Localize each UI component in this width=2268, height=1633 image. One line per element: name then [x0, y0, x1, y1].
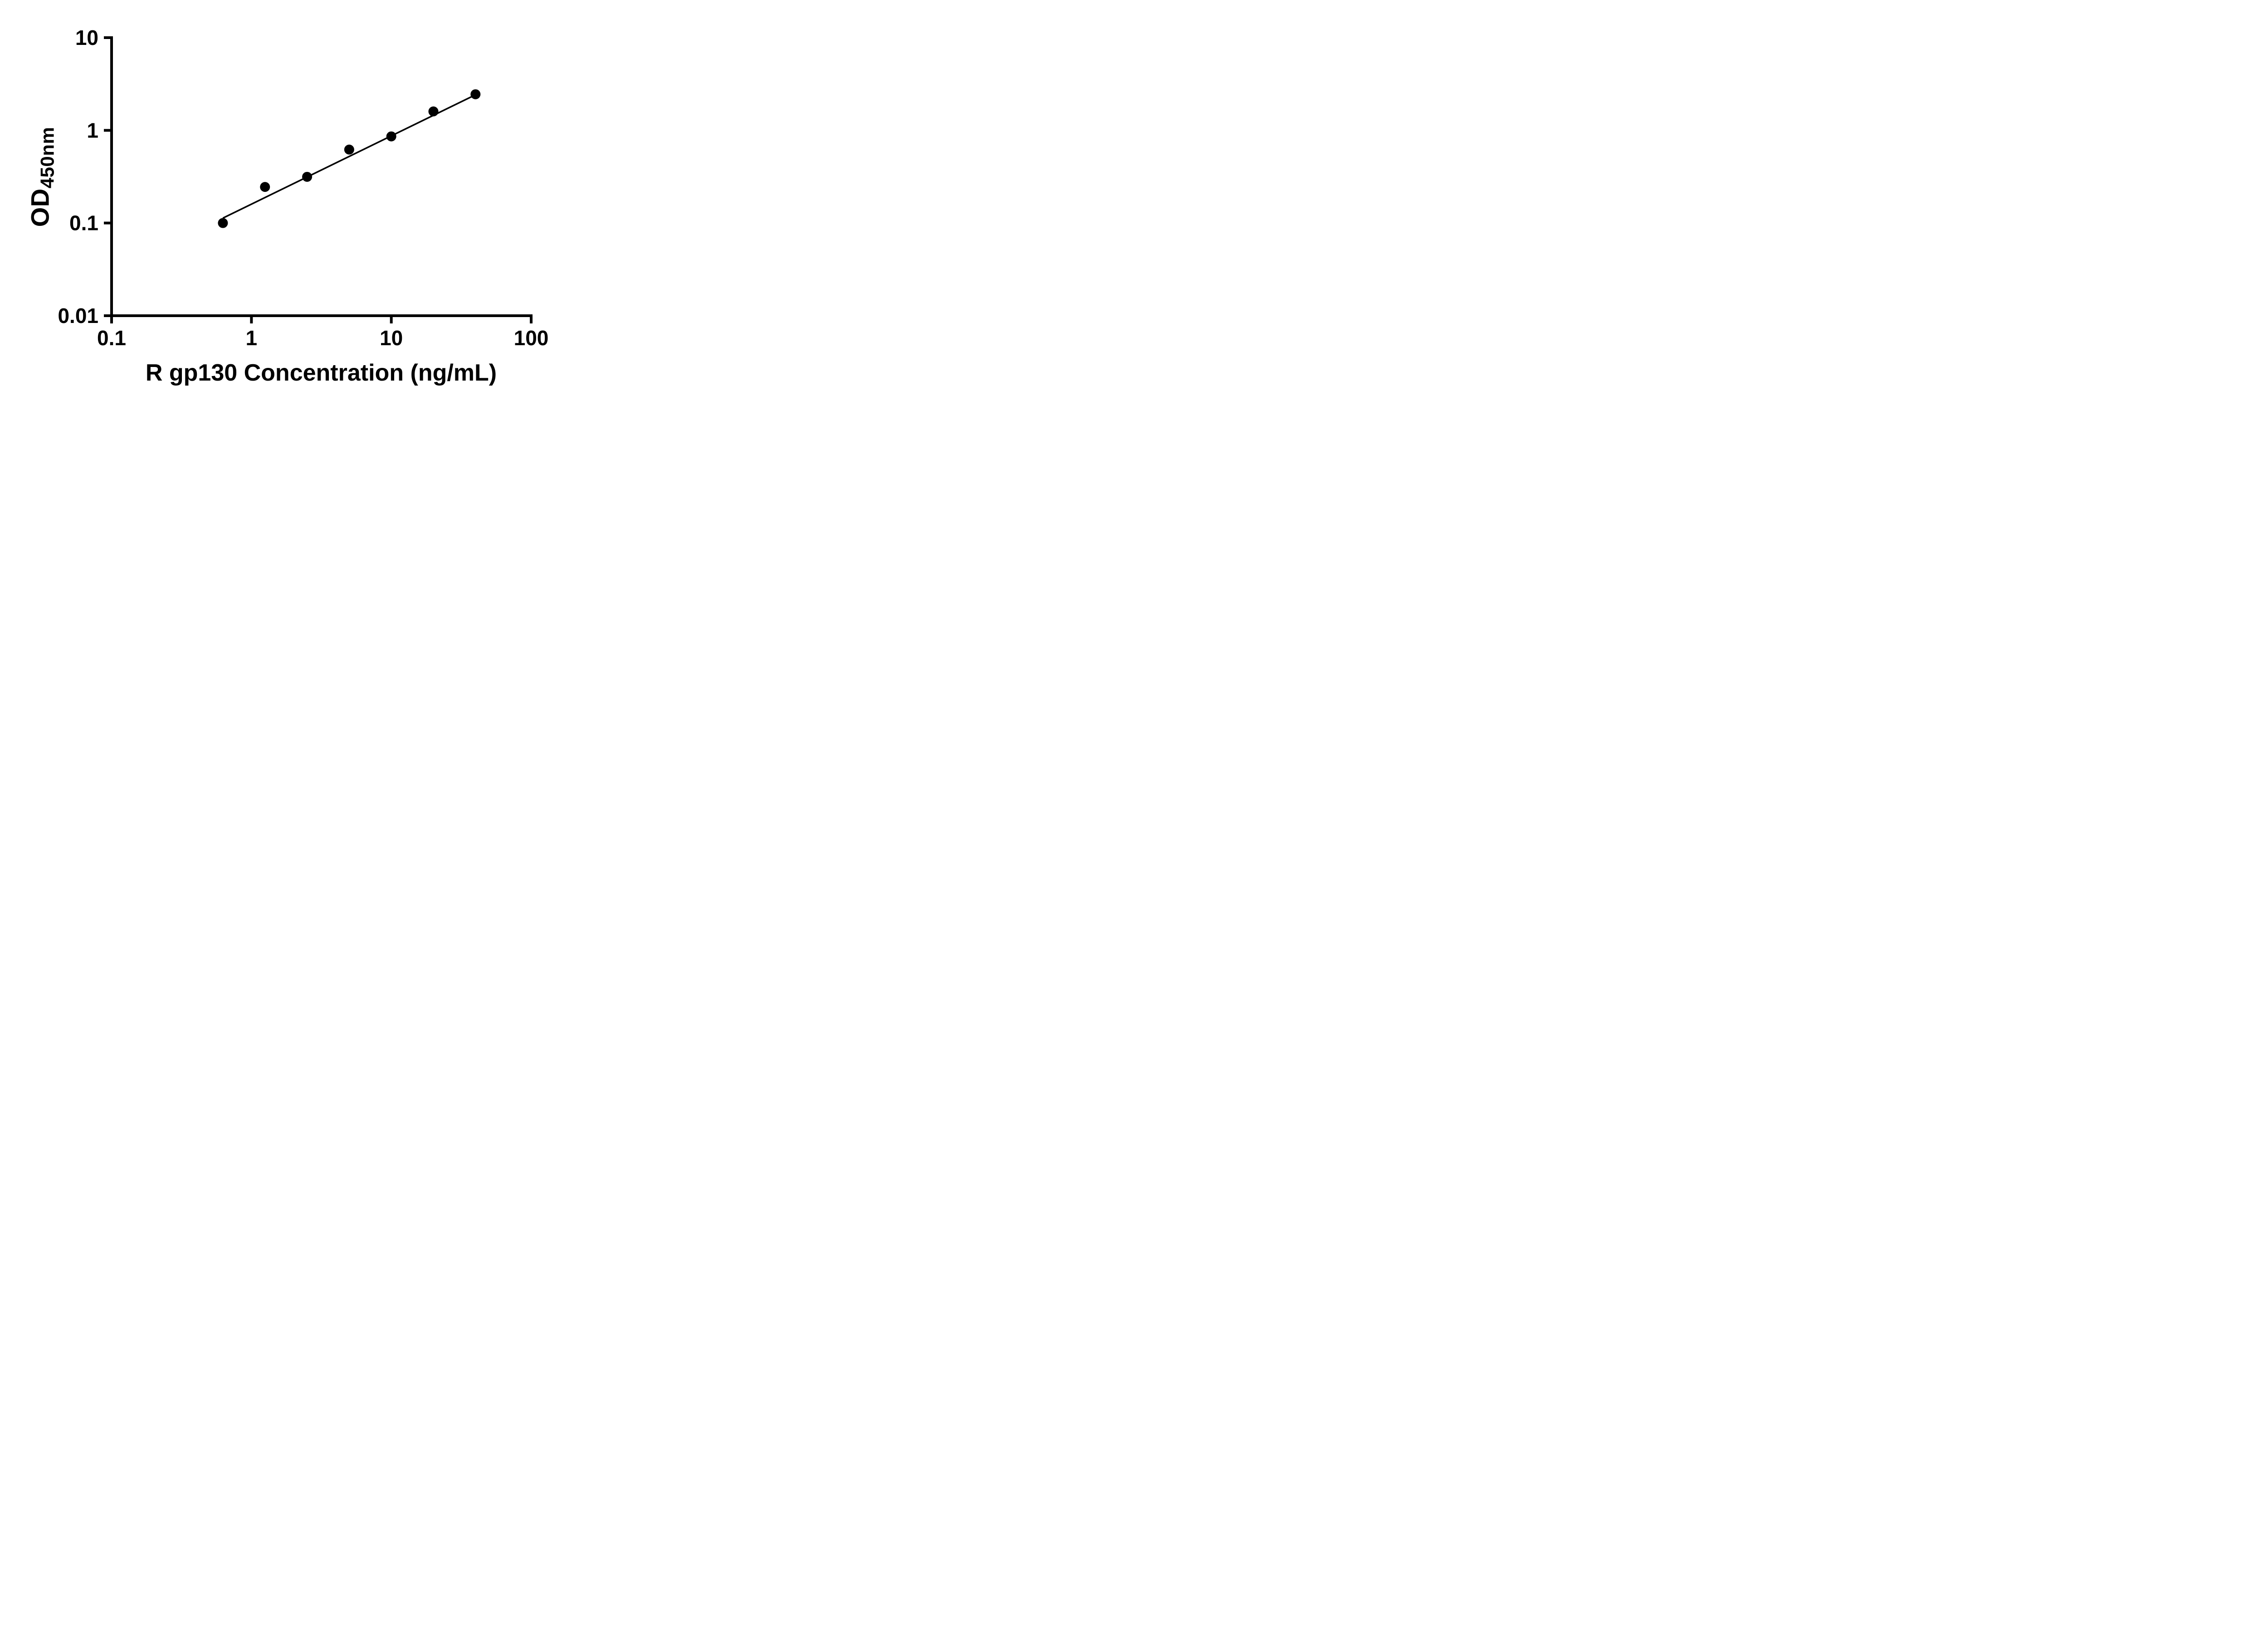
y-tick-label: 10 — [75, 26, 98, 49]
y-axis-title: OD450nm — [25, 127, 58, 227]
y-axis-title-subscript: 450nm — [36, 127, 58, 189]
data-point — [344, 144, 354, 155]
standard-curve-figure: 0.1 1 10 100 0.01 0.1 1 10 OD450nm R gp130 Conc… — [0, 0, 583, 408]
y-tick-label: 0.01 — [58, 304, 98, 328]
data-point — [470, 89, 481, 99]
x-tick-label: 1 — [246, 326, 258, 350]
data-point — [218, 218, 228, 228]
data-point — [260, 182, 270, 192]
data-point — [302, 171, 313, 182]
y-tick-label: 0.1 — [69, 211, 98, 235]
x-axis-title: R gp130 Concentration (ng/mL) — [145, 360, 497, 386]
data-point — [386, 131, 396, 142]
y-tick-label: 1 — [87, 118, 98, 142]
x-tick-label: 0.1 — [97, 326, 126, 350]
data-point — [428, 106, 439, 117]
x-tick-label: 10 — [380, 326, 403, 350]
x-tick-label: 100 — [514, 326, 549, 350]
y-axis-title-main: OD — [25, 188, 54, 227]
